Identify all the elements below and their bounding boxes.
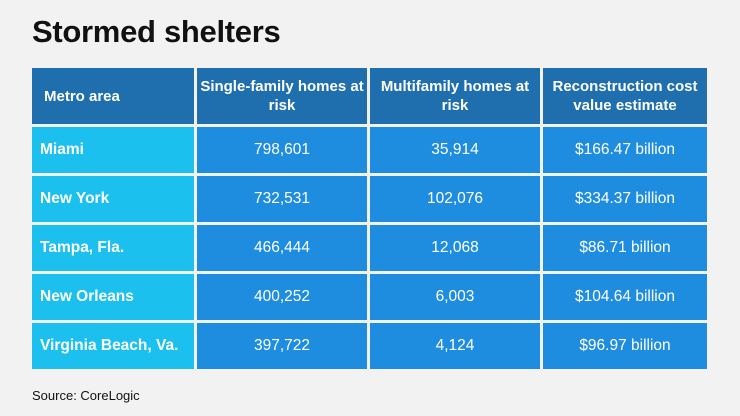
cell-reconstruction-cost: $166.47 billion	[543, 127, 707, 173]
cell-metro-area: New York	[32, 176, 194, 222]
column-header-multifamily: Multifamily homes at risk	[370, 68, 540, 124]
table-row: Tampa, Fla. 466,444 12,068 $86.71 billion	[32, 225, 707, 271]
cell-metro-area: New Orleans	[32, 274, 194, 320]
cell-multifamily: 35,914	[370, 127, 540, 173]
cell-multifamily: 4,124	[370, 323, 540, 369]
data-table: Metro area Single-family homes at risk M…	[29, 65, 710, 372]
table-row: New Orleans 400,252 6,003 $104.64 billion	[32, 274, 707, 320]
cell-metro-area: Tampa, Fla.	[32, 225, 194, 271]
cell-reconstruction-cost: $104.64 billion	[543, 274, 707, 320]
chart-title: Stormed shelters	[32, 14, 281, 49]
cell-single-family: 397,722	[197, 323, 367, 369]
table-row: Miami 798,601 35,914 $166.47 billion	[32, 127, 707, 173]
cell-single-family: 732,531	[197, 176, 367, 222]
column-header-metro: Metro area	[32, 68, 194, 124]
source-note: Source: CoreLogic	[32, 388, 140, 403]
cell-reconstruction-cost: $334.37 billion	[543, 176, 707, 222]
table-row: New York 732,531 102,076 $334.37 billion	[32, 176, 707, 222]
cell-reconstruction-cost: $96.97 billion	[543, 323, 707, 369]
cell-single-family: 466,444	[197, 225, 367, 271]
column-header-reconstruction-cost: Reconstruction cost value estimate	[543, 68, 707, 124]
cell-metro-area: Virginia Beach, Va.	[32, 323, 194, 369]
cell-multifamily: 102,076	[370, 176, 540, 222]
cell-metro-area: Miami	[32, 127, 194, 173]
cell-reconstruction-cost: $86.71 billion	[543, 225, 707, 271]
cell-single-family: 798,601	[197, 127, 367, 173]
table-row: Virginia Beach, Va. 397,722 4,124 $96.97 bi…	[32, 323, 707, 369]
cell-multifamily: 6,003	[370, 274, 540, 320]
table-body: Miami 798,601 35,914 $166.47 billion New Yor…	[32, 127, 707, 369]
table-header-row: Metro area Single-family homes at risk M…	[32, 68, 707, 124]
cell-single-family: 400,252	[197, 274, 367, 320]
column-header-single-family: Single-family homes at risk	[197, 68, 367, 124]
cell-multifamily: 12,068	[370, 225, 540, 271]
